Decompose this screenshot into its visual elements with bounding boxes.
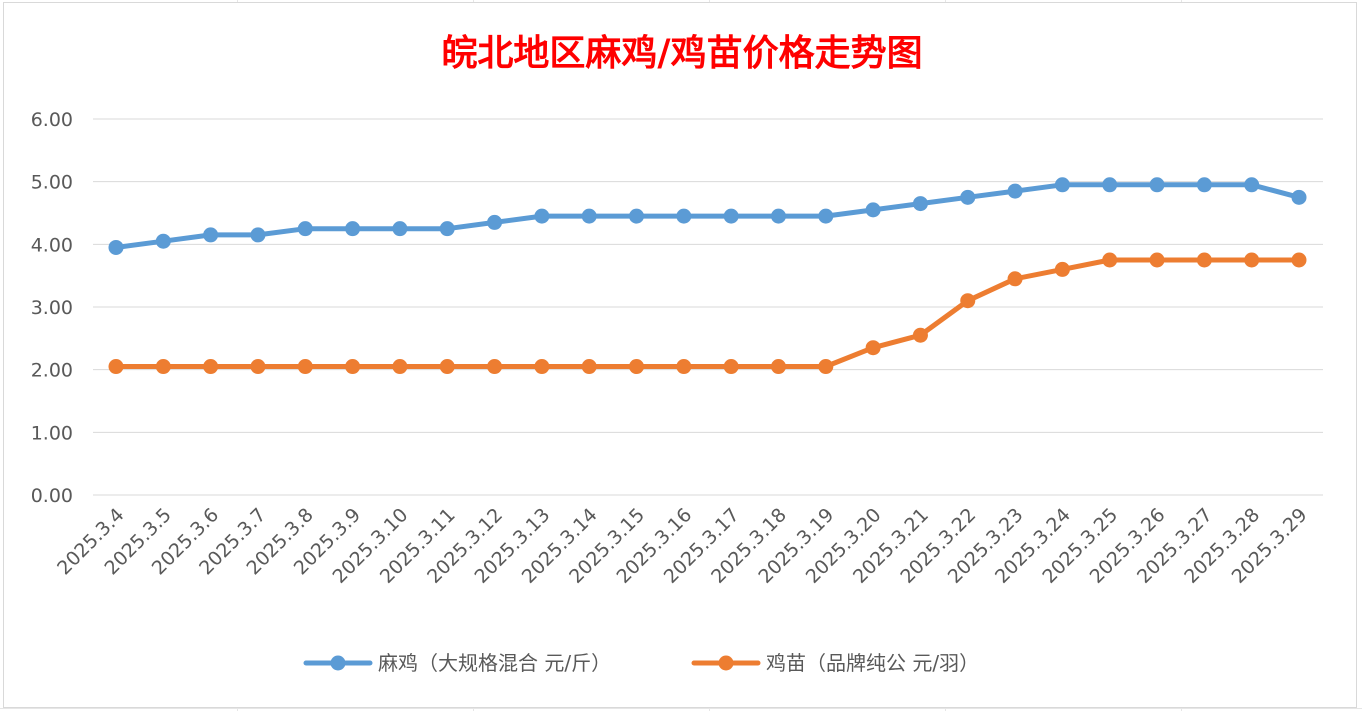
data-point[interactable] [1007, 183, 1023, 199]
data-point[interactable] [865, 340, 881, 356]
data-point[interactable] [108, 239, 124, 255]
data-point[interactable] [392, 359, 408, 375]
data-point[interactable] [392, 221, 408, 237]
gridlines [93, 118, 1323, 496]
legend-item-2[interactable]: 鸡苗（品牌纯公 元/羽） [691, 651, 979, 675]
data-point[interactable] [250, 359, 266, 375]
data-point[interactable] [1196, 177, 1212, 193]
data-point[interactable] [676, 208, 692, 224]
chart-frame[interactable]: 皖北地区麻鸡/鸡苗价格走势图 0.00 1.00 2.00 3.00 4.00 5.00 6… [3, 2, 1357, 708]
y-axis-ticks: 0.00 1.00 2.00 3.00 4.00 5.00 6.00 [31, 109, 73, 507]
data-point[interactable] [297, 221, 313, 237]
data-point[interactable] [439, 221, 455, 237]
data-point[interactable] [1102, 177, 1118, 193]
y-tick-label: 3.00 [31, 297, 73, 319]
y-tick-label: 4.00 [31, 234, 73, 256]
data-point[interactable] [155, 359, 171, 375]
data-point[interactable] [1196, 252, 1212, 268]
legend-label: 鸡苗（品牌纯公 元/羽） [766, 651, 979, 675]
data-point[interactable] [960, 189, 976, 205]
legend-item-1[interactable]: 麻鸡（大规格混合 元/斤） [303, 651, 611, 675]
data-point[interactable] [1102, 252, 1118, 268]
data-point[interactable] [770, 359, 786, 375]
data-point[interactable] [1054, 177, 1070, 193]
data-point[interactable] [960, 293, 976, 309]
data-point[interactable] [534, 208, 550, 224]
sheet-gridline [0, 708, 1362, 709]
data-point[interactable] [629, 359, 645, 375]
data-point[interactable] [297, 359, 313, 375]
data-point[interactable] [487, 214, 503, 230]
data-point[interactable] [1291, 252, 1307, 268]
series-2 [108, 252, 1307, 375]
legend-marker [330, 655, 346, 671]
y-tick-label: 6.00 [31, 109, 73, 131]
legend-marker [718, 655, 734, 671]
series-line [113, 182, 1302, 250]
data-point[interactable] [534, 359, 550, 375]
data-point[interactable] [1054, 261, 1070, 277]
data-point[interactable] [155, 233, 171, 249]
data-point[interactable] [770, 208, 786, 224]
legend-label: 麻鸡（大规格混合 元/斤） [378, 651, 611, 675]
legend: 麻鸡（大规格混合 元/斤） 鸡苗（品牌纯公 元/羽） [303, 651, 979, 675]
data-point[interactable] [203, 359, 219, 375]
data-point[interactable] [1244, 177, 1260, 193]
y-tick-label: 5.00 [31, 172, 73, 194]
y-tick-label: 2.00 [31, 360, 73, 382]
data-point[interactable] [487, 359, 503, 375]
data-point[interactable] [1007, 271, 1023, 287]
data-point[interactable] [203, 227, 219, 243]
data-point[interactable] [865, 202, 881, 218]
y-tick-label: 0.00 [31, 485, 73, 507]
x-axis-ticks: 2025.3.42025.3.52025.3.62025.3.72025.3.8… [53, 504, 1311, 588]
data-point[interactable] [1291, 189, 1307, 205]
chart-title: 皖北地区麻鸡/鸡苗价格走势图 [441, 32, 922, 74]
series-layer [108, 177, 1307, 375]
data-point[interactable] [250, 227, 266, 243]
data-point[interactable] [818, 208, 834, 224]
data-point[interactable] [439, 359, 455, 375]
data-point[interactable] [912, 327, 928, 343]
data-point[interactable] [723, 208, 739, 224]
series-line [113, 257, 1302, 369]
data-point[interactable] [1244, 252, 1260, 268]
data-point[interactable] [676, 359, 692, 375]
y-tick-label: 1.00 [31, 422, 73, 444]
data-point[interactable] [1149, 252, 1165, 268]
data-point[interactable] [818, 359, 834, 375]
data-point[interactable] [723, 359, 739, 375]
series-1 [108, 177, 1307, 255]
line-chart: 皖北地区麻鸡/鸡苗价格走势图 0.00 1.00 2.00 3.00 4.00 5.00 6… [31, 32, 1323, 675]
data-point[interactable] [629, 208, 645, 224]
data-point[interactable] [1149, 177, 1165, 193]
data-point[interactable] [108, 359, 124, 375]
data-point[interactable] [912, 196, 928, 212]
data-point[interactable] [345, 359, 361, 375]
data-point[interactable] [581, 208, 597, 224]
data-point[interactable] [345, 221, 361, 237]
data-point[interactable] [581, 359, 597, 375]
